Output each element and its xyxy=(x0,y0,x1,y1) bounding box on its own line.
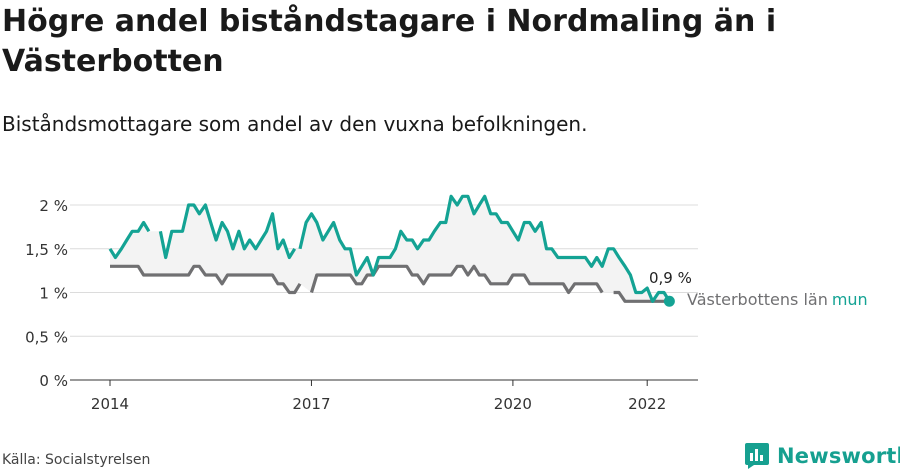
newsworthy-logo-icon xyxy=(745,443,769,469)
chart-title: Högre andel biståndstagare i Nordmaling … xyxy=(2,4,777,79)
source-note: Källa: Socialstyrelsen xyxy=(2,452,151,468)
series-line-kommun xyxy=(298,194,671,303)
end-point-marker xyxy=(663,295,675,307)
series-line-lan xyxy=(309,264,604,295)
kommun-end-label: mun xyxy=(832,290,868,309)
chart-subtitle: Biståndsmottagare som andel av den vuxna… xyxy=(2,112,588,136)
series-line-lan xyxy=(110,264,302,295)
series-line-kommun xyxy=(108,220,151,260)
brand-name: Newsworthy xyxy=(777,444,900,468)
x-tick-label: 2020 xyxy=(494,395,532,413)
y-tick-label: 2 % xyxy=(39,197,68,215)
y-tick-label: 1,5 % xyxy=(25,241,68,259)
series-end-labels: Västerbottens län mun xyxy=(687,290,868,309)
lan-end-label: Västerbottens län xyxy=(687,290,828,309)
series-line-kommun xyxy=(158,203,297,260)
brand-logo[interactable]: Newsworthy xyxy=(744,441,900,471)
y-tick-label: 1 % xyxy=(39,285,68,303)
y-tick-label: 0,5 % xyxy=(25,328,68,346)
x-tick-label: 2022 xyxy=(628,395,666,413)
end-value-label: 0,9 % xyxy=(649,269,692,287)
series-line-lan xyxy=(613,290,670,303)
x-tick-label: 2014 xyxy=(91,395,129,413)
x-tick-label: 2017 xyxy=(292,395,330,413)
y-tick-label: 0 % xyxy=(39,372,68,390)
